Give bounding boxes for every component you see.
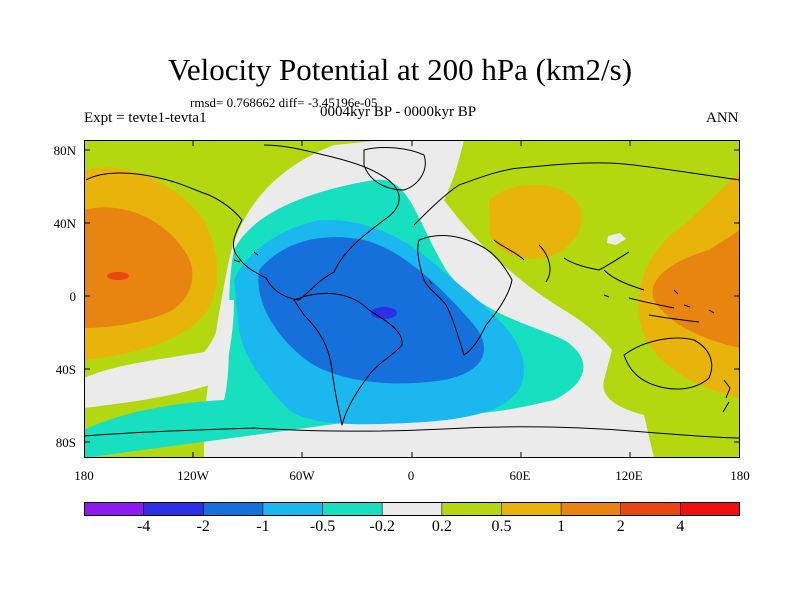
colorbar-swatch	[381, 502, 443, 516]
lon-label-60e: 60E	[509, 468, 531, 483]
lat-label-80n: 80N	[53, 143, 76, 158]
colorbar-swatch	[680, 502, 740, 516]
coastlines	[84, 144, 740, 439]
contour-gold-asia	[489, 184, 582, 259]
lon-label-120w: 120W	[177, 468, 209, 483]
colorbar-label: -1	[256, 518, 270, 535]
lon-label-0: 0	[407, 468, 415, 483]
colorbar-swatch	[262, 502, 324, 516]
contour-dark-blue	[371, 307, 397, 319]
coast-eurasia	[413, 162, 740, 226]
contour-orange-pacific	[84, 207, 193, 328]
colorbar-swatch	[441, 502, 503, 516]
page-title: Velocity Potential at 200 hPa (km2/s)	[167, 52, 633, 87]
stats-line: rmsd= 0.768662 diff= -3.45196e-05	[190, 95, 378, 110]
lat-label-40s: 40S	[55, 362, 76, 377]
velocity-potential-map	[84, 140, 740, 458]
colorbar-label: 2	[616, 518, 625, 535]
coast-south-asia	[493, 239, 630, 283]
coast-islands	[233, 251, 715, 314]
coast-new-zealand	[722, 379, 731, 413]
colorbar-swatch	[202, 502, 264, 516]
lat-ticks	[84, 149, 740, 443]
colorbar-swatch	[322, 502, 383, 516]
colorbar-label: 0.5	[491, 518, 512, 535]
season-label: ANN	[706, 110, 739, 126]
lon-label-60w: 60W	[289, 468, 315, 483]
coast-southeast-asia	[603, 269, 700, 323]
contour-red-pacific	[107, 272, 129, 280]
experiment-label: Expt = tevte1-tevta1	[84, 110, 207, 126]
coast-south-america	[293, 292, 403, 426]
lat-label-80s: 80S	[55, 435, 76, 450]
colorbar-label: 1	[557, 518, 566, 535]
colorbar-swatch	[84, 502, 145, 516]
lon-label-180e: 180	[730, 468, 750, 483]
colorbar-label: -0.5	[309, 518, 336, 535]
colorbar-swatch	[560, 502, 622, 516]
lat-label-0: 0	[69, 289, 77, 304]
contour-blue	[258, 237, 484, 384]
coast-greenland	[363, 147, 426, 191]
lon-ticks	[192, 140, 631, 458]
contour-neutral-pacific	[84, 300, 234, 408]
coast-australia	[623, 337, 713, 390]
colorbar-swatch	[620, 502, 682, 516]
coast-africa	[417, 235, 513, 356]
period-label: 0004kyr BP - 0000kyr BP	[320, 104, 477, 120]
colorbar-swatch	[143, 502, 205, 516]
colorbar-label: -2	[196, 518, 210, 535]
coast-north-america	[85, 144, 400, 301]
colorbar-label: -4	[136, 518, 151, 535]
lon-label-180w: 180	[74, 468, 94, 483]
lat-label-40n: 40N	[53, 216, 76, 231]
coast-antarctica	[84, 426, 740, 439]
colorbar-label: 4	[676, 518, 685, 535]
colorbar-label: -0.2	[369, 518, 395, 535]
contour-neutral-asia	[607, 233, 626, 245]
colorbar	[84, 502, 740, 516]
colorbar-swatch	[501, 502, 562, 516]
colorbar-label: 0.2	[431, 518, 452, 535]
lon-label-120e: 120E	[615, 468, 643, 483]
